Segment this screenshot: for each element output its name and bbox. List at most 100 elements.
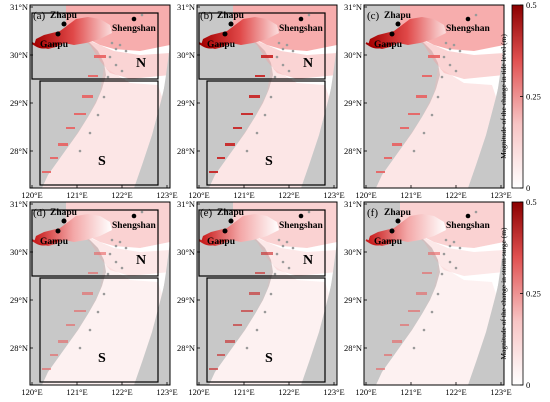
outer-gray-band [309, 45, 337, 188]
hangzhou-bay-estuary [34, 214, 112, 246]
lon-tick-label: 120°E [21, 190, 42, 200]
lon-tick-label: 120°E [188, 387, 209, 397]
lat-tick-label: 29°N [177, 295, 195, 305]
tide-change-shading [376, 264, 496, 385]
coastal-inlet [82, 292, 93, 295]
zhapu-label: Zhapu [217, 11, 245, 21]
island [118, 240, 122, 244]
island [273, 75, 277, 79]
lat-tick-label: 29°N [344, 295, 362, 305]
island [108, 252, 112, 256]
qiantang-river [31, 42, 59, 49]
south-region-label: S [265, 351, 273, 366]
island [275, 252, 279, 256]
map-frame [196, 4, 338, 189]
tide-change-shading [376, 67, 496, 188]
panel-label: (f) [367, 207, 378, 219]
qiantang-river [365, 239, 393, 246]
coastal-inlet [217, 157, 225, 159]
lon-tick-label: 123°E [490, 190, 511, 200]
ganpu-label: Ganpu [374, 40, 403, 50]
island [106, 75, 110, 79]
south-region-box [206, 80, 326, 186]
lon-tick-label: 120°E [355, 387, 376, 397]
island [120, 266, 124, 270]
map-panel-c: Zhapu Ganpu Shengshan (c) 31°N 30°N 29°N 28°N 12… [344, 2, 512, 200]
coastal-inlet [261, 55, 273, 58]
coastal-inlet [233, 324, 242, 326]
shengshan-label: Shengshan [446, 221, 491, 231]
lat-tick-label: 31°N [10, 199, 28, 209]
island [281, 260, 285, 264]
lat-tick-label: 30°N [10, 50, 28, 60]
coastal-inlet [42, 171, 51, 173]
lon-tick-label: 122°E [111, 387, 132, 397]
lon-tick-label: 122°E [278, 387, 299, 397]
island [454, 69, 458, 73]
island [245, 346, 249, 350]
sea-area [42, 202, 170, 385]
island [88, 131, 92, 135]
hangzhou-bay-estuary [368, 17, 446, 49]
island [277, 238, 281, 242]
island [412, 346, 416, 350]
island [307, 210, 311, 214]
zhapu-label: Zhapu [50, 208, 78, 218]
map-frame [29, 4, 171, 189]
coastal-inlet [376, 171, 385, 173]
coastal-inlet [74, 310, 86, 312]
south-region-label: S [98, 154, 106, 169]
lon-tick-label: 123°E [156, 190, 177, 200]
island [88, 328, 92, 332]
island [269, 95, 273, 99]
lat-tick-label: 31°N [177, 2, 195, 12]
shengshan-marker [298, 16, 304, 22]
island [430, 310, 434, 314]
coastal-inlet [74, 113, 86, 115]
tide-change-shading [209, 67, 329, 188]
island [458, 49, 462, 53]
island [255, 328, 259, 332]
island [114, 63, 118, 67]
coastal-inlet [249, 95, 260, 98]
island [78, 346, 82, 350]
zhapu-marker [61, 21, 67, 27]
north-region-label: N [303, 253, 313, 268]
coastal-inlet [50, 157, 58, 159]
island [454, 266, 458, 270]
colorbar-tick-label: 0 [526, 380, 530, 390]
map-frame [363, 201, 505, 386]
north-region-label: N [136, 56, 146, 71]
lat-tick-label: 30°N [344, 247, 362, 257]
shengshan-marker [131, 16, 137, 22]
colorbar-tick-label: 0.25 [526, 289, 541, 299]
coastal-inlet [66, 127, 75, 129]
island [444, 41, 448, 45]
map-panel-b: N S Zhapu Ganpu Shengshan (b) 31°N 30°N 29°N 28°N… [177, 2, 345, 200]
shengshan-marker [131, 213, 137, 219]
coastal-inlet [225, 340, 235, 343]
lon-tick-label: 120°E [188, 190, 209, 200]
north-region-box [31, 12, 159, 80]
coastal-inlet [42, 368, 51, 370]
island [281, 47, 285, 51]
island [444, 238, 448, 242]
zhapu-label: Zhapu [50, 11, 78, 21]
map-frame [196, 201, 338, 386]
lon-tick-label: 121°E [233, 190, 254, 200]
coastal-inlet [416, 95, 427, 98]
island [291, 246, 295, 250]
coastal-inlet [384, 157, 392, 159]
qiantang-river [365, 42, 393, 49]
colorbar-title: Magnitude of the change in storm surge (… [499, 227, 508, 360]
island [78, 149, 82, 153]
lat-tick-label: 30°N [177, 50, 195, 60]
lat-tick-label: 29°N [10, 98, 28, 108]
panel-label: (d) [33, 207, 46, 219]
outer-gray-band [476, 45, 504, 188]
island [422, 131, 426, 135]
colorbar-tick-label: 0.25 [526, 92, 541, 102]
island [269, 292, 273, 296]
colorbar-title: Magnitude of the change in tide level (m… [499, 34, 508, 159]
island [436, 292, 440, 296]
